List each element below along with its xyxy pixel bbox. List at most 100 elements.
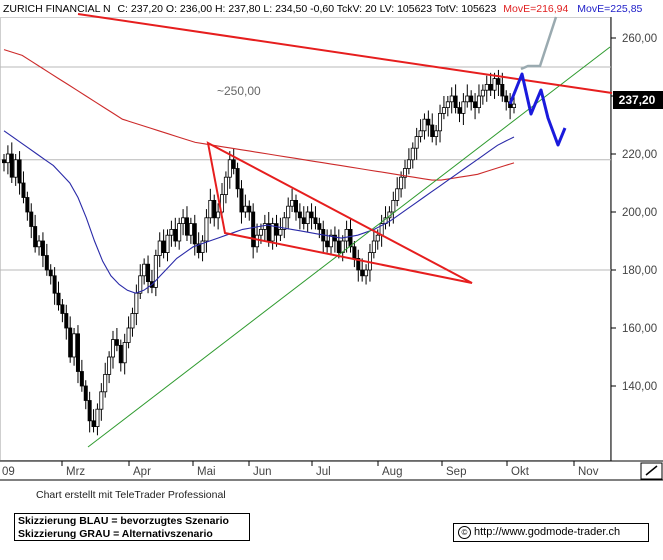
candle	[336, 229, 341, 259]
candle	[44, 243, 49, 276]
candle	[177, 217, 182, 250]
candle	[231, 148, 236, 175]
candle	[438, 104, 443, 143]
candle	[488, 72, 493, 96]
candle	[56, 281, 61, 311]
copyright-icon: ©	[458, 525, 471, 539]
candle	[476, 84, 481, 114]
candle	[270, 217, 275, 250]
candle	[278, 217, 283, 241]
candle	[290, 188, 295, 212]
candle	[426, 110, 431, 137]
candle	[208, 188, 213, 224]
moving-average-red-line	[3, 49, 515, 181]
x-tick-label: Nov	[578, 466, 599, 478]
y-tick-label: 160,00	[622, 323, 657, 335]
candle	[87, 391, 92, 433]
candle	[297, 203, 302, 230]
source-link[interactable]: © http://www.godmode-trader.ch	[453, 523, 649, 542]
candle	[293, 194, 298, 221]
candle	[305, 206, 310, 233]
moving-average-blue-label: MovE=225,85	[577, 3, 642, 15]
candle	[79, 359, 84, 392]
candle	[184, 206, 189, 241]
candle	[325, 229, 330, 253]
candle	[332, 226, 337, 253]
candle	[204, 209, 209, 253]
y-tick-label: 200,00	[622, 207, 657, 219]
candle	[122, 333, 127, 375]
candle	[274, 214, 279, 247]
candle	[83, 380, 88, 410]
candle	[329, 229, 334, 256]
candle	[301, 206, 306, 230]
candle	[469, 90, 474, 111]
candle	[9, 142, 14, 183]
candle	[161, 229, 166, 259]
candle	[496, 69, 501, 96]
scenario-blue-path	[508, 72, 567, 147]
candle	[473, 93, 478, 120]
candle	[40, 232, 45, 268]
moving-average-blue-line	[3, 130, 515, 294]
x-tick-label: Sep	[446, 466, 466, 478]
candle	[29, 203, 34, 239]
candle	[25, 191, 30, 221]
x-tick-label: Mrz	[66, 466, 85, 478]
candle	[449, 87, 454, 114]
support-trendline-green	[87, 46, 611, 448]
candle	[91, 409, 96, 433]
candle	[95, 403, 100, 436]
candle	[247, 200, 252, 221]
candle	[138, 264, 143, 299]
x-tick-label: Okt	[511, 466, 530, 478]
candle	[395, 177, 400, 207]
candle	[402, 159, 407, 189]
candle	[348, 217, 353, 253]
last-price-box	[613, 91, 663, 109]
candle	[68, 316, 73, 363]
candle	[461, 93, 466, 125]
candle	[356, 249, 361, 282]
candle	[48, 264, 53, 285]
candle	[445, 96, 450, 117]
candle	[406, 148, 411, 175]
candle	[13, 154, 18, 186]
candle	[492, 72, 497, 99]
candle	[64, 304, 69, 340]
legend-blue-line: Skizzierung BLAU = bevorzugtes Szenario	[18, 515, 229, 527]
candle	[453, 84, 458, 114]
instrument-name: ZURICH FINANCIAL N	[3, 3, 111, 15]
candle	[181, 209, 186, 236]
candle	[33, 214, 38, 253]
candle	[223, 171, 228, 204]
candle	[465, 84, 470, 108]
candle	[422, 113, 427, 140]
candle	[153, 249, 158, 297]
candle	[188, 217, 193, 244]
candle	[235, 162, 240, 198]
candle	[103, 362, 108, 398]
candle	[142, 258, 147, 285]
scenario-legend: Skizzierung BLAU = bevorzugtes Szenario …	[14, 513, 250, 541]
candle	[504, 90, 509, 111]
candle	[157, 232, 162, 268]
x-tick-label: Apr	[133, 466, 151, 478]
candle	[239, 180, 244, 224]
candle	[173, 217, 178, 247]
candle	[313, 206, 318, 230]
candle	[60, 299, 65, 323]
candle	[282, 212, 287, 239]
candle	[216, 203, 221, 230]
candle	[114, 328, 119, 352]
x-tick-label: 09	[2, 466, 15, 478]
candle	[286, 197, 291, 230]
source-url[interactable]: http://www.godmode-trader.ch	[474, 526, 621, 538]
candle	[480, 84, 485, 105]
scenario-grey-path	[520, 16, 558, 71]
plot-area	[0, 17, 611, 461]
candle	[111, 330, 116, 369]
candle	[107, 351, 112, 384]
y-tick-label: 220,00	[622, 149, 657, 161]
candle	[130, 307, 135, 337]
